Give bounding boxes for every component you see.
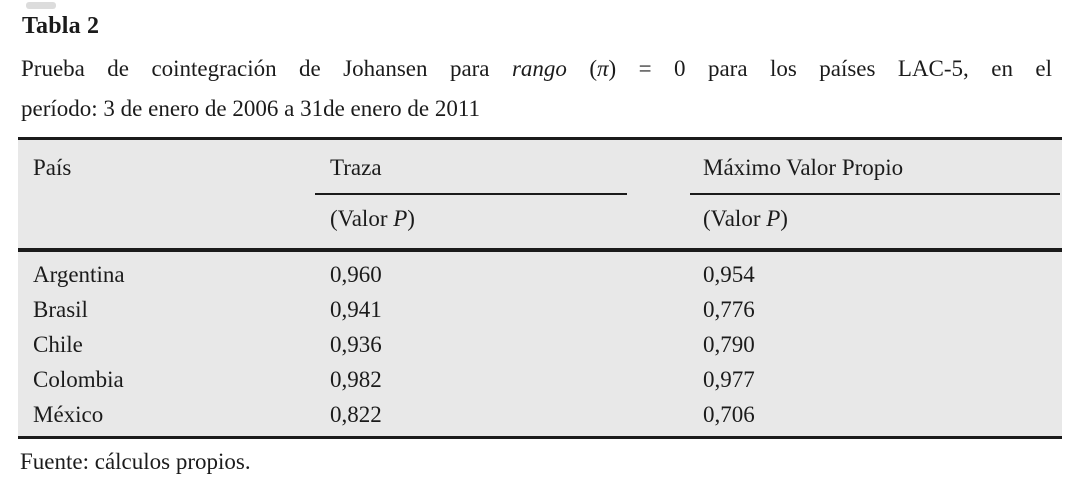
caption-line-1: Prueba de cointegración de Johansen para… — [21, 49, 1052, 89]
table-row: Colombia 0,982 0,977 — [18, 362, 1062, 397]
cell-traza: 0,982 — [330, 367, 382, 392]
cell-pais: México — [33, 402, 104, 427]
traza-subheader-rule — [315, 193, 627, 195]
cell-pais: Colombia — [33, 367, 124, 392]
valor-p-italic: P — [766, 206, 781, 231]
valor-p-prefix: (Valor — [703, 206, 767, 231]
table-header: País Traza Máximo Valor Propio (Valor P)… — [18, 140, 1062, 248]
table-body: Argentina 0,960 0,954 Brasil 0,941 0,776… — [18, 252, 1062, 436]
table-row: México 0,822 0,706 — [18, 397, 1062, 432]
caption-text-2: ( — [566, 56, 597, 81]
table-source-note: Fuente: cálculos propios. — [20, 449, 251, 474]
table-row: Brasil 0,941 0,776 — [18, 292, 1062, 327]
cell-traza: 0,822 — [330, 402, 382, 427]
cell-traza: 0,936 — [330, 332, 382, 357]
cell-maximo-valor-propio: 0,776 — [703, 297, 755, 322]
column-header-traza: Traza — [330, 155, 382, 180]
data-table: País Traza Máximo Valor Propio (Valor P)… — [18, 137, 1062, 439]
cell-maximo-valor-propio: 0,954 — [703, 262, 755, 287]
table-bottom-rule — [18, 436, 1062, 439]
maximo-valor-propio-subheader-rule — [690, 193, 1060, 195]
cell-traza: 0,960 — [330, 262, 382, 287]
cell-maximo-valor-propio: 0,790 — [703, 332, 755, 357]
cell-maximo-valor-propio: 0,977 — [703, 367, 755, 392]
valor-p-suffix: ) — [407, 206, 415, 231]
cell-pais: Brasil — [33, 297, 88, 322]
table-caption: Prueba de cointegración de Johansen para… — [21, 49, 1052, 129]
maximo-valor-propio-valor-p-subheader: (Valor P) — [703, 204, 788, 234]
table-row: Argentina 0,960 0,954 — [18, 257, 1062, 292]
caption-text-3: ) = 0 para los países LAC-5, en el — [608, 56, 1052, 81]
valor-p-prefix: (Valor — [330, 206, 394, 231]
table-top-rule — [18, 137, 1062, 140]
cell-maximo-valor-propio: 0,706 — [703, 402, 755, 427]
cell-pais: Argentina — [33, 262, 125, 287]
valor-p-italic: P — [393, 206, 408, 231]
caption-text-1: Prueba de cointegración de Johansen para — [21, 56, 512, 81]
traza-valor-p-subheader: (Valor P) — [330, 204, 415, 234]
table-title: Tabla 2 — [22, 13, 100, 39]
caption-pi-symbol: π — [597, 56, 609, 81]
column-header-pais: País — [33, 155, 72, 180]
table-row: Chile 0,936 0,790 — [18, 327, 1062, 362]
cell-traza: 0,941 — [330, 297, 382, 322]
caption-rango-italic: rango — [511, 56, 567, 81]
valor-p-suffix: ) — [780, 206, 788, 231]
header-bottom-rule — [18, 248, 1062, 252]
cell-pais: Chile — [33, 332, 83, 357]
caption-line-2: período: 3 de enero de 2006 a 31de enero… — [21, 96, 480, 121]
column-header-maximo-valor-propio: Máximo Valor Propio — [703, 155, 904, 180]
scan-artifact — [26, 2, 56, 9]
